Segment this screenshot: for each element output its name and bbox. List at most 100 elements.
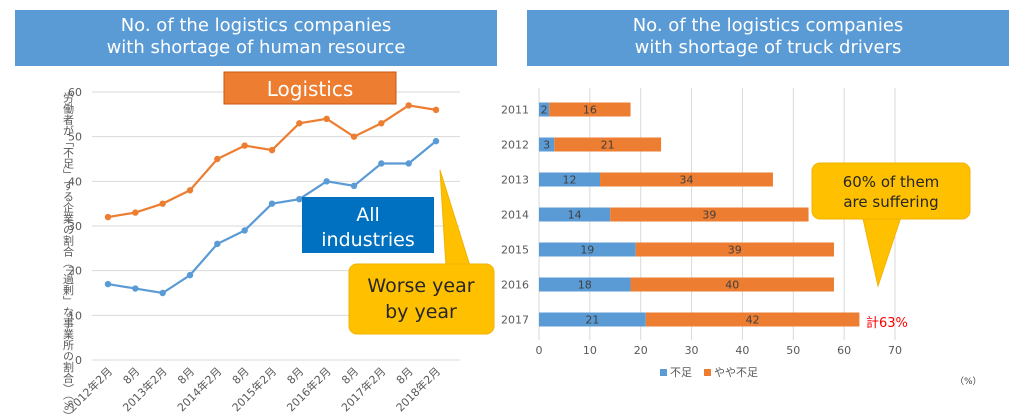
bar-chart-category-label: 2013: [501, 174, 529, 187]
line-point: [186, 271, 194, 279]
right-chart-title: No. of the logistics companies with shor…: [527, 10, 1009, 66]
bar-chart-x-tick-label: 30: [685, 344, 699, 357]
line-chart-y-tick-label: 20: [68, 265, 82, 278]
line-chart-y-tick-label: 40: [68, 175, 82, 188]
line-point: [405, 102, 412, 109]
bar-chart-category-label: 2017: [501, 314, 529, 327]
line-point: [214, 240, 221, 248]
bar-data-label: 2: [541, 104, 548, 117]
bar-segment: [539, 172, 601, 187]
bar-chart-category-label: 2016: [501, 279, 529, 292]
legend-swatch: [704, 369, 711, 376]
line-chart-x-tick-label: 8月: [394, 365, 416, 387]
line-point: [432, 106, 440, 114]
sixty-percent-callout-pointer: [861, 213, 903, 288]
line-point: [350, 182, 358, 189]
legend-swatch: [660, 369, 667, 376]
bar-segment: [635, 242, 834, 257]
bar-data-label: 16: [583, 104, 597, 117]
bar-chart-category-label: 2014: [501, 209, 529, 222]
bar-data-label: 39: [728, 244, 742, 257]
line-point: [432, 137, 440, 145]
line-point: [104, 280, 112, 288]
bar-data-label: 34: [679, 174, 693, 187]
bar-chart-bars: 2 16 3 21 12 34 14 39 19 39 18 40 21 42: [539, 102, 860, 327]
bar-chart-x-ticks: 0 10 20 30 40 50 60 70: [536, 344, 903, 357]
line-chart-y-tick-label: 60: [68, 86, 82, 99]
logistics-callout-box: [223, 71, 397, 105]
line-chart-y-axis-title: 労働者が「不足」する企業の割合（「過剰」な事業所の割合）（%）: [62, 91, 75, 418]
line-chart-x-tick-label: 8月: [285, 365, 307, 387]
bar-data-label: 18: [578, 279, 592, 292]
worse-callout-box: [348, 263, 495, 335]
bar-chart-x-tick-label: 40: [735, 344, 749, 357]
sixty-percent-callout-line2: are suffering: [843, 193, 938, 211]
line-point: [241, 142, 248, 149]
bar-chart-x-tick-label: 70: [888, 344, 902, 357]
bar-data-label: 12: [563, 174, 577, 187]
line-point: [186, 187, 194, 194]
bar-chart-x-tick-label: 50: [786, 344, 800, 357]
line-chart-y-tick-label: 10: [68, 309, 82, 322]
bar-segment: [630, 277, 834, 292]
bar-chart-x-tick-label: 60: [837, 344, 851, 357]
line-point: [323, 115, 330, 123]
bar-chart-category-label: 2015: [501, 244, 529, 257]
bar-segment: [539, 277, 631, 292]
line-point: [104, 213, 112, 221]
line-point: [378, 160, 385, 167]
bar-data-label: 42: [746, 314, 760, 327]
line-point: [159, 200, 166, 207]
bar-data-label: 21: [601, 139, 615, 152]
line-point: [159, 289, 166, 297]
line-point: [241, 227, 248, 234]
bar-chart-category-label: 2012: [501, 139, 529, 152]
legend-label: やや不足: [714, 366, 758, 379]
line-point: [323, 178, 330, 185]
left-chart-title: No. of the logistics companies with shor…: [15, 10, 497, 66]
bar-chart: 0 10 20 30 40 50 60 70 2011 2012 2013 2014 2015 2016…: [501, 88, 902, 379]
bar-segment: [549, 102, 631, 117]
sixty-percent-callout-line1: 60% of them: [843, 173, 940, 191]
line-point: [296, 120, 303, 127]
line-point: [350, 133, 358, 140]
worse-callout-line2: by year: [385, 301, 457, 323]
all-industries-callout-line2: industries: [321, 229, 414, 251]
right-title-line1: No. of the logistics companies: [632, 15, 904, 36]
legend-label: 不足: [670, 366, 692, 379]
bar-segment: [539, 137, 555, 152]
line-chart-series: [104, 102, 440, 297]
line-chart-y-tick-label: 50: [68, 131, 82, 144]
all-industries-callout-line1: All: [356, 204, 380, 226]
bar-data-label: 40: [725, 279, 739, 292]
line-chart-x-tick-label: 8月: [121, 365, 143, 387]
line-point: [132, 209, 139, 216]
bar-data-label: 39: [702, 209, 716, 222]
bar-chart-x-tick-label: 20: [634, 344, 648, 357]
bar-chart-x-tick-label: 0: [536, 344, 543, 357]
bar-chart-category-labels: 2011 2012 2013 2014 2015 2016 2017: [501, 104, 529, 327]
bar-segment: [610, 207, 809, 222]
worse-callout-line1: Worse year: [367, 275, 474, 297]
bar-segment: [539, 207, 611, 222]
line-chart-y-axis-label: 労働者が「不足」する企業の割合（「過剰」な事業所の割合）（%）: [62, 91, 75, 418]
right-title-line2: with shortage of truck drivers: [634, 37, 902, 58]
bar-chart-x-tick-label: 10: [583, 344, 597, 357]
line-point: [268, 146, 276, 154]
bar-segment: [600, 172, 773, 187]
line-point: [296, 196, 303, 203]
all-industries-callout-box: [302, 197, 434, 253]
line-point: [268, 200, 276, 207]
line-chart-x-tick-label: 8月: [339, 365, 361, 387]
logistics-callout-text: Logistics: [267, 77, 354, 101]
left-title-line1: No. of the logistics companies: [120, 15, 392, 36]
line-point: [405, 160, 412, 167]
bar-data-label: 14: [568, 209, 582, 222]
bar-segment: [554, 137, 662, 152]
bar-segment: [539, 312, 646, 327]
line-chart-y-tick-label: 30: [68, 220, 82, 233]
total-percent-note: 計63%: [866, 315, 908, 331]
bar-data-label: 3: [543, 139, 550, 152]
line-chart-x-tick-label: 8月: [230, 365, 252, 387]
